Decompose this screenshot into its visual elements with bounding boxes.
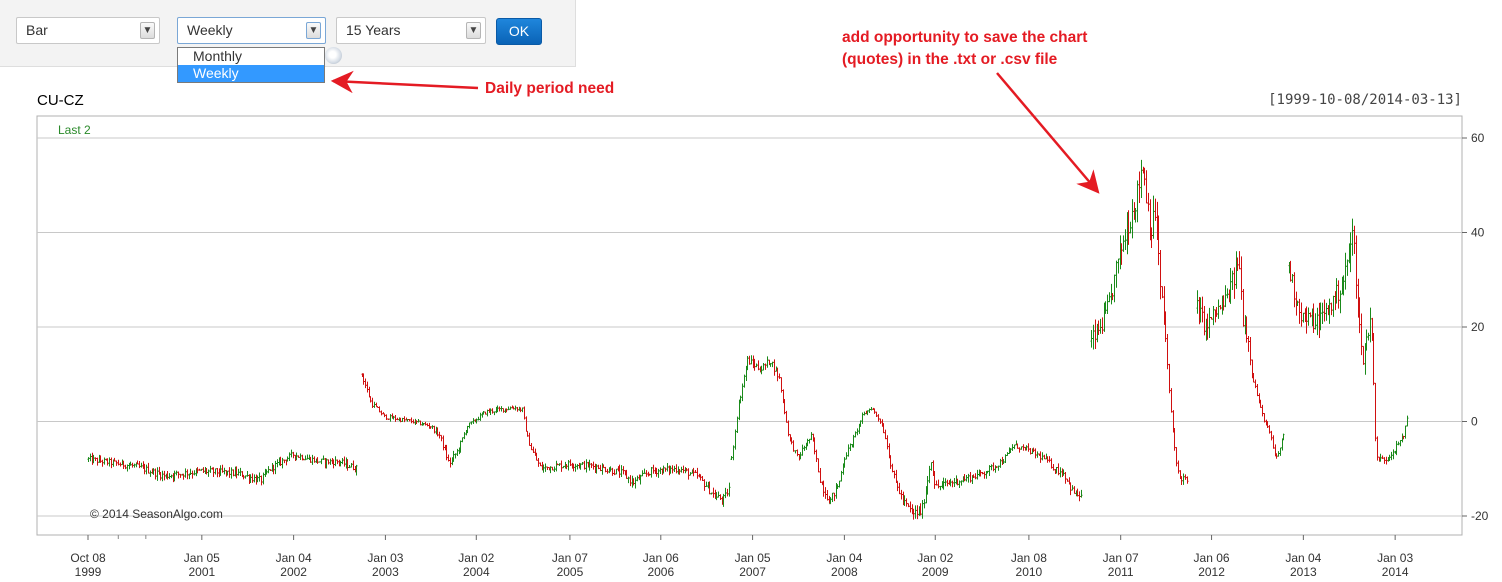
y-tick-label: 40 bbox=[1471, 226, 1485, 240]
x-tick-label-year: 2014 bbox=[1382, 565, 1409, 579]
x-tick-label-year: 2008 bbox=[831, 565, 858, 579]
x-tick-label: Jan 03 bbox=[367, 551, 403, 565]
x-tick-label: Jan 06 bbox=[643, 551, 679, 565]
x-tick-label-year: 2003 bbox=[372, 565, 399, 579]
x-tick-label: Jan 04 bbox=[826, 551, 862, 565]
range-value: 15 Years bbox=[346, 22, 401, 38]
x-tick-label: Jan 04 bbox=[276, 551, 312, 565]
range-select[interactable]: 15 Years ▼ bbox=[336, 17, 486, 44]
annotation-save: add opportunity to save the chart (quote… bbox=[842, 27, 1087, 71]
chevron-down-icon[interactable]: ▼ bbox=[466, 22, 481, 39]
x-tick-label: Oct 08 bbox=[70, 551, 106, 565]
plot-area bbox=[36, 115, 1463, 536]
y-tick-label: 20 bbox=[1471, 320, 1485, 334]
annotation-save-line1: add opportunity to save the chart bbox=[842, 29, 1088, 46]
period-option-weekly[interactable]: Weekly bbox=[178, 65, 324, 82]
x-tick-label: Jan 06 bbox=[1194, 551, 1230, 565]
x-tick-label-year: 2007 bbox=[739, 565, 766, 579]
x-tick-label: Jan 05 bbox=[184, 551, 220, 565]
watermark: © 2014 SeasonAlgo.com bbox=[90, 507, 223, 521]
chevron-down-icon[interactable]: ▼ bbox=[140, 22, 155, 39]
y-tick-label: -20 bbox=[1471, 509, 1489, 523]
annotation-save-line2: (quotes) in the .txt or .csv file bbox=[842, 51, 1058, 68]
x-tick-label-year: 1999 bbox=[75, 565, 102, 579]
x-tick-label-year: 2012 bbox=[1198, 565, 1225, 579]
x-tick-label: Jan 04 bbox=[1285, 551, 1321, 565]
x-tick-label: Jan 07 bbox=[552, 551, 588, 565]
y-tick-label: 60 bbox=[1471, 131, 1485, 145]
loading-spinner-icon bbox=[325, 47, 342, 64]
x-tick-label: Jan 02 bbox=[458, 551, 494, 565]
controls-panel: Bar ▼ Weekly ▼ 15 Years ▼ OK bbox=[0, 0, 576, 67]
x-tick-label-year: 2001 bbox=[188, 565, 215, 579]
x-tick-label-year: 2010 bbox=[1016, 565, 1043, 579]
ok-button[interactable]: OK bbox=[496, 18, 542, 45]
annotation-daily: Daily period need bbox=[485, 80, 615, 97]
x-tick-label: Jan 05 bbox=[735, 551, 771, 565]
period-dropdown-list: Monthly Weekly bbox=[177, 47, 325, 83]
chart-title: CU-CZ bbox=[37, 92, 84, 109]
legend-label: Last 2 bbox=[58, 123, 91, 137]
chart-date-range: [1999-10-08/2014-03-13] bbox=[1268, 92, 1462, 108]
y-tick-label: 0 bbox=[1471, 415, 1478, 429]
period-select[interactable]: Weekly ▼ bbox=[177, 17, 326, 44]
chevron-down-icon[interactable]: ▼ bbox=[306, 22, 321, 39]
y-axis-ticks: -20 0 20 40 60 bbox=[1462, 131, 1489, 523]
x-tick-label: Jan 02 bbox=[917, 551, 953, 565]
x-tick-label-year: 2002 bbox=[280, 565, 307, 579]
x-tick-label-year: 2004 bbox=[463, 565, 490, 579]
price-bars bbox=[87, 159, 1409, 520]
grid-lines bbox=[37, 137, 1462, 517]
x-tick-label-year: 2005 bbox=[557, 565, 584, 579]
x-tick-label-year: 2013 bbox=[1290, 565, 1317, 579]
period-value: Weekly bbox=[187, 22, 233, 38]
x-tick-label-year: 2006 bbox=[647, 565, 674, 579]
x-tick-label: Jan 08 bbox=[1011, 551, 1047, 565]
x-tick-label: Jan 03 bbox=[1377, 551, 1413, 565]
x-tick-label-year: 2011 bbox=[1108, 565, 1134, 579]
x-tick-label-year: 2009 bbox=[922, 565, 949, 579]
period-option-monthly[interactable]: Monthly bbox=[193, 48, 243, 64]
x-tick-label: Jan 07 bbox=[1103, 551, 1139, 565]
chart-type-select[interactable]: Bar ▼ bbox=[16, 17, 160, 44]
chart-type-value: Bar bbox=[26, 22, 48, 38]
